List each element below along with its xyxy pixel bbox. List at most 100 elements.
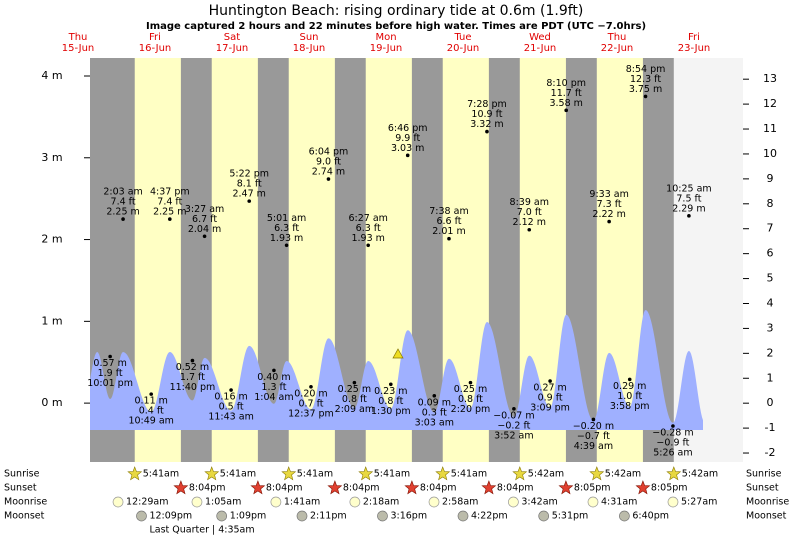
tide-point xyxy=(643,94,648,99)
y-tick-label: 4 m xyxy=(41,69,62,82)
tide-point xyxy=(447,236,451,241)
moonrise-icon xyxy=(587,496,599,508)
tide-point xyxy=(468,380,473,385)
moonrise-icon xyxy=(112,496,124,508)
sunrise-icon xyxy=(358,466,374,481)
tide-point xyxy=(485,129,489,134)
moonrise-time: 3:42am xyxy=(521,497,557,508)
moonset-time: 2:11pm xyxy=(310,511,347,522)
tide-label: 6:46 pm xyxy=(388,123,428,134)
sunrise-icon xyxy=(281,466,297,481)
sunset-time: 8:05pm xyxy=(574,483,611,494)
moonset-time: 12:09pm xyxy=(149,511,192,522)
moonrise-time: 2:58am xyxy=(442,497,478,508)
tide-label: −0.07 m xyxy=(493,410,534,421)
tide-point xyxy=(389,382,393,387)
tide-label: 2.12 m xyxy=(513,217,546,228)
day-date: 20-Jun xyxy=(447,43,480,54)
moonrise-time: 12:29am xyxy=(126,497,168,508)
sunset-icon xyxy=(250,480,266,495)
tide-point xyxy=(272,368,276,373)
tide-label: 11:43 am xyxy=(208,412,253,423)
tide-point xyxy=(564,108,569,113)
tide-label: 0.8 ft xyxy=(378,396,403,407)
tide-label: 3:09 pm xyxy=(530,403,570,414)
y2-tick-label: 1 xyxy=(767,371,774,384)
y2-tick-label: 10 xyxy=(763,147,777,160)
tide-point xyxy=(671,424,675,428)
tide-label: 8.1 ft xyxy=(237,179,262,190)
tide-point xyxy=(527,227,532,232)
sunset-icon xyxy=(404,480,420,495)
moonrise-time: 1:41am xyxy=(284,497,320,508)
tide-label: 10.9 ft xyxy=(471,109,502,120)
tide-point xyxy=(326,177,331,181)
tide-label: 10:49 am xyxy=(128,416,173,427)
tide-label: −0.9 ft xyxy=(656,438,689,449)
tide-label: 5:26 am xyxy=(653,448,692,459)
day-name: Tue xyxy=(453,32,471,43)
tide-label: 2.74 m xyxy=(312,167,345,178)
sunset-time: 8:04pm xyxy=(420,483,457,494)
tide-label: 2.29 m xyxy=(672,203,705,214)
moonset-icon xyxy=(377,510,388,522)
y2-tick-label: 11 xyxy=(763,122,777,135)
tide-label: −0.28 m xyxy=(652,428,693,439)
chart-title: Huntington Beach: rising ordinary tide a… xyxy=(209,3,584,19)
tide-label: 0.3 ft xyxy=(422,407,447,418)
tide-label: 6.3 ft xyxy=(356,223,381,234)
tide-label: 5:22 pm xyxy=(229,169,269,180)
sunrise-icon xyxy=(435,466,451,481)
tide-point xyxy=(548,379,552,383)
moonset-time: 3:16pm xyxy=(390,511,427,522)
tide-label: 3:27 am xyxy=(185,204,224,215)
moonrise-time: 4:31am xyxy=(601,497,637,508)
moonrise-time: 1:05am xyxy=(205,497,241,508)
row-label: Sunset xyxy=(4,483,37,494)
tide-label: 7:38 am xyxy=(429,206,468,217)
tide-point xyxy=(149,392,154,396)
sunset-time: 8:05pm xyxy=(651,483,688,494)
tide-label: 7.4 ft xyxy=(157,197,182,208)
row-label: Sunrise xyxy=(746,469,782,480)
tide-label: 0.09 m xyxy=(418,397,451,408)
tide-label: 1:04 am xyxy=(254,392,293,403)
tide-point xyxy=(591,417,596,422)
tide-label: 0.4 ft xyxy=(139,406,164,417)
tide-label: 7.3 ft xyxy=(597,199,622,210)
y2-tick-label: 13 xyxy=(763,72,777,85)
chart-subtitle: Image captured 2 hours and 22 minutes be… xyxy=(146,21,646,32)
sunset-icon xyxy=(173,480,189,495)
tide-label: 2.04 m xyxy=(188,224,221,235)
y2-tick-label: 0 xyxy=(767,396,774,409)
tide-label: 3:03 am xyxy=(415,417,454,428)
tide-label: 0.40 m xyxy=(257,372,290,383)
day-name: Sun xyxy=(299,32,318,43)
row-label: Moonset xyxy=(4,511,45,522)
tide-label: 12:37 pm xyxy=(288,408,334,419)
tide-point xyxy=(247,199,252,203)
tide-label: 2:09 am xyxy=(335,404,374,415)
current-time-marker xyxy=(392,348,404,359)
tide-point xyxy=(687,214,691,218)
tide-label: −0.20 m xyxy=(573,421,614,432)
tide-label: 0.57 m xyxy=(93,358,126,369)
moonrise-time: 2:18am xyxy=(363,497,399,508)
tide-label: 12.3 ft xyxy=(630,74,661,85)
sunset-icon xyxy=(558,480,574,495)
tide-point xyxy=(229,388,233,392)
tide-label: 1.93 m xyxy=(270,233,303,244)
tide-point xyxy=(190,358,195,363)
tide-label: 0.52 m xyxy=(176,362,209,373)
tide-label: 0.25 m xyxy=(338,384,371,395)
sunset-icon xyxy=(635,480,651,495)
y-tick-label: 3 m xyxy=(41,151,62,164)
sunset-icon xyxy=(327,480,343,495)
tide-label: 1.3 ft xyxy=(261,382,286,393)
day-name: Thu xyxy=(607,32,627,43)
tide-label: 0.25 m xyxy=(454,384,487,395)
sunrise-icon xyxy=(512,466,528,481)
tide-label: 1.7 ft xyxy=(180,372,205,383)
